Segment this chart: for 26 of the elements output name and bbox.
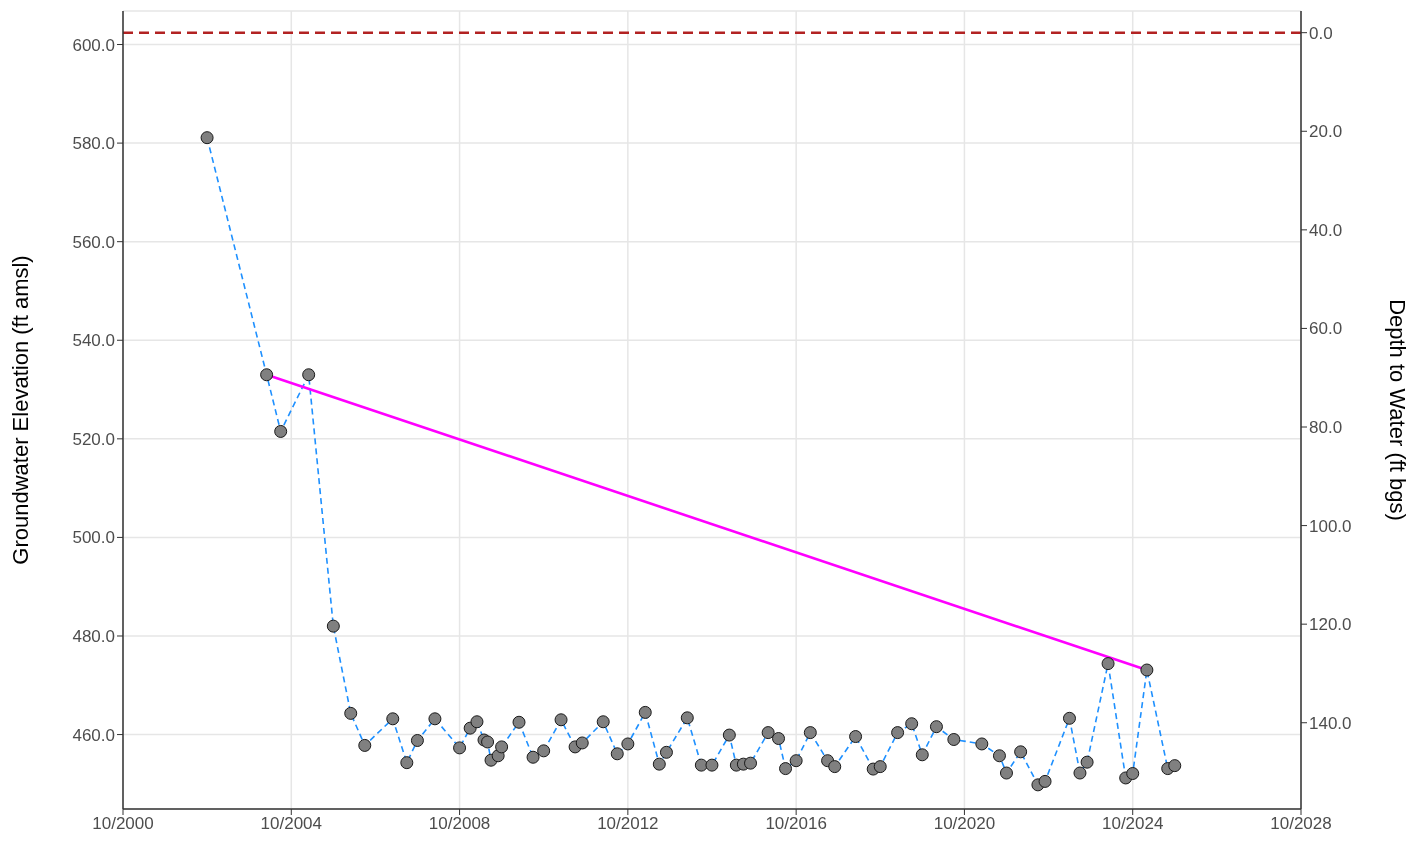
y-tick-label: 500.0 bbox=[72, 528, 115, 548]
x-tick-label: 10/2008 bbox=[428, 814, 491, 834]
y2-tick-label: 20.0 bbox=[1309, 122, 1343, 142]
x-tick-label: 10/2000 bbox=[92, 814, 154, 834]
y2-tick-label: 100.0 bbox=[1309, 516, 1352, 536]
x-tick-label: 10/2020 bbox=[933, 814, 996, 834]
y2-tick-label: 140.0 bbox=[1309, 713, 1352, 733]
y-tick-label: 540.0 bbox=[72, 331, 115, 351]
x-tick-label: 10/2016 bbox=[765, 814, 827, 834]
y2-tick-label: 60.0 bbox=[1309, 319, 1343, 339]
y2-tick-label: 40.0 bbox=[1309, 220, 1343, 240]
y2-tick-label: 80.0 bbox=[1309, 418, 1343, 438]
y2-axis-title: Depth to Water (ft bgs) bbox=[1385, 299, 1411, 521]
x-tick-label: 10/2028 bbox=[1270, 814, 1332, 834]
y-tick-label: 600.0 bbox=[72, 35, 115, 55]
y-tick-label: 560.0 bbox=[72, 232, 115, 252]
y-tick-label: 520.0 bbox=[72, 429, 115, 449]
x-tick-label: 10/2004 bbox=[260, 814, 323, 834]
y2-tick-label: 120.0 bbox=[1309, 615, 1352, 635]
y-tick-label: 580.0 bbox=[72, 134, 115, 154]
y2-tick-label: 0.0 bbox=[1309, 23, 1333, 43]
y-tick-label: 480.0 bbox=[72, 627, 115, 647]
x-tick-label: 10/2012 bbox=[597, 814, 659, 834]
y-axis-title: Groundwater Elevation (ft amsl) bbox=[7, 255, 33, 565]
x-tick-label: 10/2024 bbox=[1101, 814, 1164, 834]
y-tick-label: 460.0 bbox=[72, 725, 115, 745]
